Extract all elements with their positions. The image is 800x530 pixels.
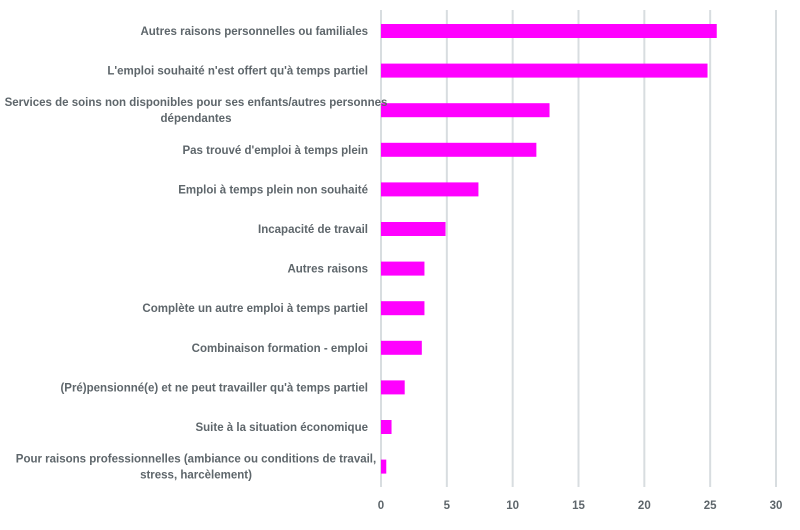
- x-tick-label: 25: [704, 500, 717, 512]
- x-tick-label: 20: [638, 500, 651, 512]
- bar: [381, 420, 392, 434]
- category-label: Autres raisons: [287, 264, 368, 276]
- bar: [381, 142, 537, 157]
- category-label: Incapacité de travail: [258, 224, 368, 236]
- category-label: (Pré)pensionné(e) et ne peut travailler …: [60, 382, 368, 394]
- bar: [381, 261, 425, 276]
- category-label: L'emploi souhaité n'est offert qu'à temp…: [107, 66, 368, 78]
- bars: [381, 24, 717, 474]
- category-label: Suite à la situation économique: [195, 422, 368, 434]
- category-label-line: dépendantes: [161, 113, 232, 125]
- bar: [381, 103, 550, 118]
- x-tick-label: 15: [572, 500, 585, 512]
- x-tick-label: 5: [444, 500, 451, 512]
- bar: [381, 459, 387, 474]
- bar: [381, 380, 405, 395]
- category-label: Combinaison formation - emploi: [192, 343, 368, 355]
- gridlines: [380, 10, 777, 487]
- category-label-line: stress, harcèlement): [140, 470, 252, 482]
- bar: [381, 222, 446, 236]
- category-label: Complète un autre emploi à temps partiel: [142, 303, 368, 315]
- bar: [381, 63, 708, 78]
- bar: [381, 340, 422, 355]
- category-label: Pour raisons professionnelles (ambiance …: [16, 454, 376, 482]
- category-label: Autres raisons personnelles ou familiale…: [140, 26, 368, 38]
- bar: [381, 24, 717, 38]
- category-label: Pas trouvé d'emploi à temps plein: [182, 145, 368, 157]
- category-label-line: Services de soins non disponibles pour s…: [5, 97, 388, 109]
- category-labels: Autres raisons personnelles ou familiale…: [5, 26, 388, 482]
- bar: [381, 182, 479, 197]
- bar: [381, 301, 425, 316]
- x-tick-label: 0: [378, 500, 384, 512]
- x-tick-label: 30: [770, 500, 783, 512]
- category-label: Services de soins non disponibles pour s…: [5, 97, 388, 125]
- x-tick-label: 10: [506, 500, 519, 512]
- x-tick-labels: 0 5 10 15 20 25 30: [378, 500, 783, 512]
- category-label: Emploi à temps plein non souhaité: [178, 184, 368, 196]
- category-label-line: Pour raisons professionnelles (ambiance …: [16, 454, 376, 466]
